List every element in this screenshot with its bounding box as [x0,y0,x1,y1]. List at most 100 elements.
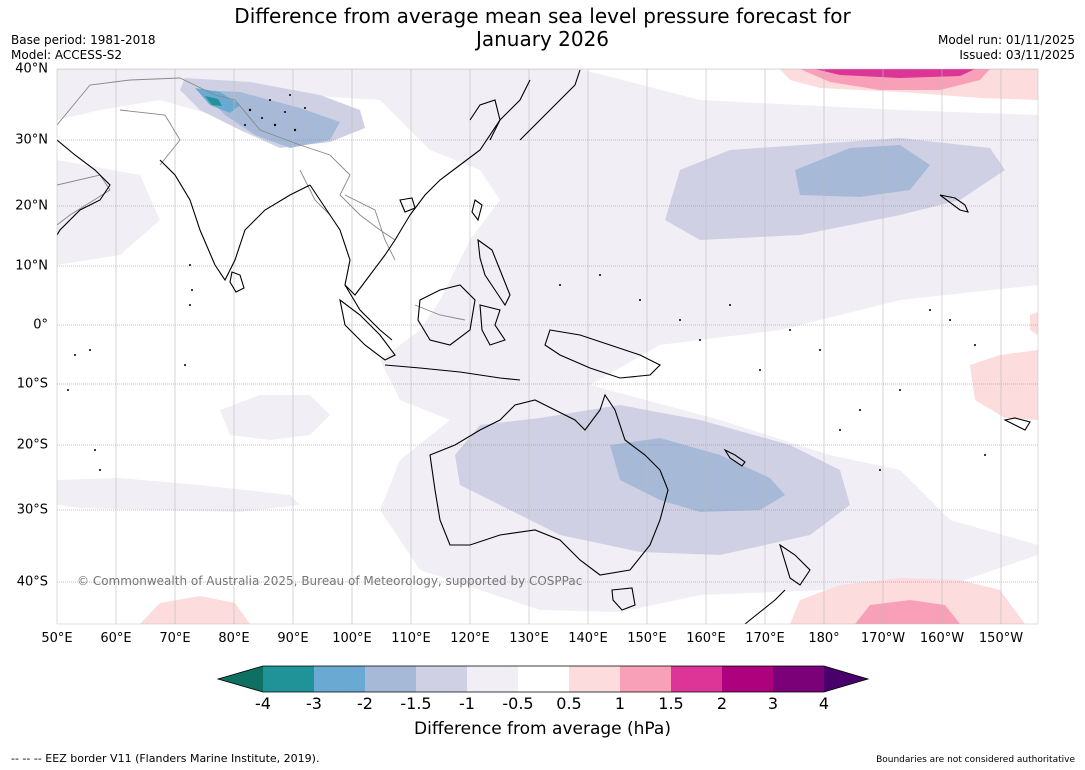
colorbar-tick: 1.5 [658,694,684,713]
colorbar-high-arrow [824,666,868,692]
colorbar-outline [216,665,870,693]
lat-label-40n: 40°N [15,61,48,77]
model-name: Model: ACCESS-S2 [11,48,123,62]
colorbar-segment-6 [518,666,569,692]
lat-label-20n: 20°N [15,198,48,214]
lon-label-140e: 140°E [568,631,608,646]
lat-label-20s: 20°S [16,437,48,453]
coast-japan [519,69,581,141]
colorbar-tick: -0.5 [502,694,534,713]
lat-label-40s: 40°S [16,574,48,590]
lat-label-10n: 10°N [15,258,48,274]
lon-label-160e: 160°E [686,631,726,646]
anomaly-region-pacific-blue [795,145,930,197]
anomaly-region-sw-lavender [57,478,300,512]
lon-label-170e: 170°E [745,631,785,646]
colorbar-segment-9 [671,666,722,692]
model-run: Model run: 01/11/2025 [937,33,1075,47]
colorbar-segment-10 [722,666,773,692]
coast-sulawesi [479,304,506,346]
colorbar-tick: -1.5 [400,694,432,713]
colorbar-tick: 2 [716,694,728,713]
anomaly-region-north-magenta [815,69,975,78]
coast-korea [469,99,501,141]
colorbar-segment-2 [314,666,365,692]
graticule [57,69,1038,583]
coast-newcaledonia [723,448,746,467]
colorbar-segment-7 [569,666,620,692]
coast-malay [344,284,393,341]
anomaly-region-australia-blue [610,438,785,512]
colorbar-label: Difference from average (hPa) [414,719,671,739]
coast-india [159,159,311,282]
anomaly-region-tibet-extreme [205,96,222,106]
colorbar-tick: -3 [306,694,322,713]
lon-label-130e: 130°E [509,631,549,646]
coast-java [384,364,521,381]
coast-arabia [57,139,111,236]
lon-label-70e: 70°E [159,631,191,646]
lon-label-180: 180° [808,631,840,646]
lon-label-90e: 90°E [277,631,309,646]
lon-label-120e: 120°E [450,631,490,646]
base-period: Base period: 1981-2018 [11,33,156,47]
coast-newzealand-north [779,543,811,586]
colorbar-segment-5 [467,666,518,692]
colorbar [216,665,870,693]
coast-hawaii [939,194,969,213]
colorbar-tick: -2 [357,694,373,713]
coast-borneo [417,284,476,346]
lon-label-60e: 60°E [100,631,132,646]
coastlines [57,69,1031,624]
colorbar-tick: 4 [818,694,830,713]
coast-newguinea [544,329,661,379]
colorbar-segment-8 [620,666,671,692]
lon-label-100e: 100°E [332,631,372,646]
lat-label-0: 0° [33,317,48,333]
lon-label-150e: 150°E [627,631,667,646]
coast-srilanka [229,271,245,293]
small-islands [67,94,986,471]
colorbar-tick: 0.5 [556,694,582,713]
anomaly-region-india-lavender [57,160,160,265]
lat-label-30s: 30°S [16,502,48,518]
coast-newzealand-south [744,589,786,624]
colorbar-tick: -4 [255,694,271,713]
boundaries-note: Boundaries are not considered authoritat… [876,755,1075,765]
anomaly-region-io-lavender [220,395,330,440]
map-title: Difference from average mean sea level p… [0,5,1085,51]
title-line-2: January 2026 [475,27,610,51]
coast-tasmania [611,587,636,611]
lon-label-110e: 110°E [391,631,431,646]
colorbar-low-arrow [218,666,263,692]
coast-philippines [477,238,511,307]
title-line-1: Difference from average mean sea level p… [234,4,851,28]
coast-china [309,79,531,296]
lon-label-170w: 170°W [860,631,906,646]
lat-label-30n: 30°N [15,132,48,148]
country-borders [57,77,466,321]
anomaly-region-east-pink-small [1030,312,1038,335]
coast-taiwan [471,199,483,222]
lon-label-160w: 160°W [919,631,965,646]
meta-right: Model run: 01/11/2025 Issued: 03/11/2025 [938,33,1075,63]
anomaly-region-south-pink [140,596,250,624]
coast-fiji [1003,417,1031,431]
lon-label-80e: 80°E [218,631,250,646]
colorbar-tick: 1 [614,694,626,713]
lat-label-10s: 10°S [16,376,48,392]
coast-australia [429,393,669,576]
eez-note: -- -- -- EEZ border V11 (Flanders Marine… [11,752,320,765]
colorbar-segment-4 [416,666,467,692]
lon-label-50e: 50°E [41,631,73,646]
coast-sumatra [339,298,396,361]
meta-left: Base period: 1981-2018 Model: ACCESS-S2 [11,33,156,63]
issued-date: Issued: 03/11/2025 [959,48,1075,62]
meridians [115,69,1002,624]
colorbar-segment-1 [263,666,314,692]
anomaly-region-east-pink [970,350,1038,420]
colorbar-segment-3 [365,666,416,692]
copyright-notice: © Commonwealth of Australia 2025, Bureau… [77,574,582,588]
anomaly-region-se-pink [855,600,960,624]
